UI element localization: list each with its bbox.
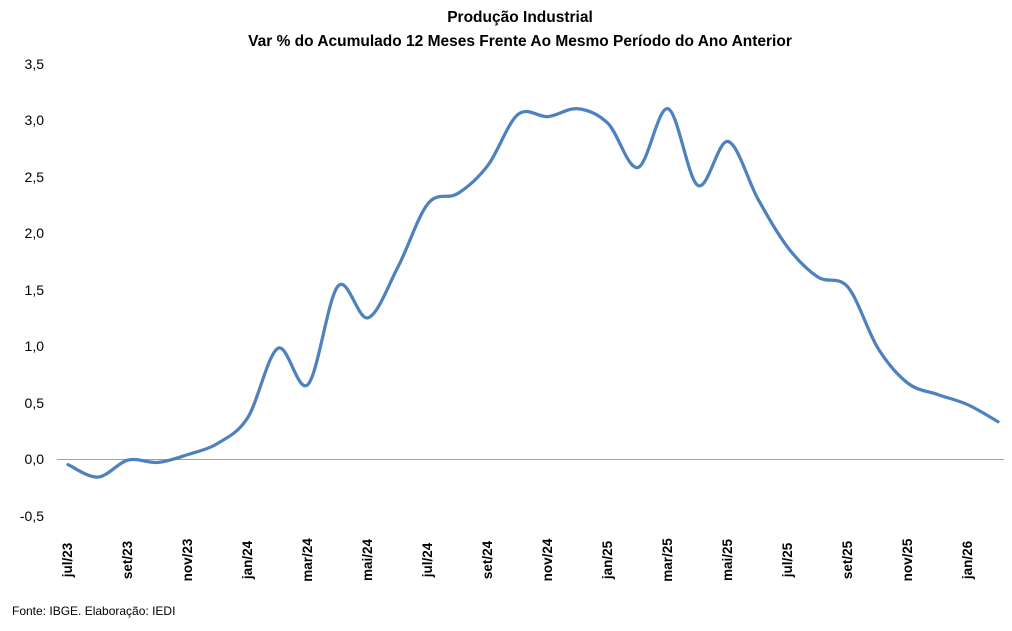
y-axis-tick-label: 1,0 (24, 338, 44, 354)
x-axis-tick-label: jul/23 (60, 542, 75, 578)
y-axis-tick-label: 2,0 (24, 225, 44, 241)
y-axis-tick-label: 3,5 (24, 55, 44, 72)
y-axis-tick-label: -0,5 (19, 507, 44, 524)
x-axis-tick-label: set/25 (840, 540, 855, 580)
y-axis-tick-label: 0,5 (24, 394, 44, 411)
x-axis-tick-label: jan/24 (240, 540, 255, 580)
x-axis-tick-label: jul/25 (780, 542, 795, 578)
chart-title: Produção Industrial (447, 9, 593, 26)
x-axis-tick-label: mar/25 (660, 538, 675, 582)
x-axis-tick-label: jul/24 (420, 542, 435, 578)
x-axis-tick-label: nov/23 (180, 538, 195, 582)
x-axis-tick-label: jan/25 (600, 540, 615, 580)
x-axis-tick-label: set/23 (120, 540, 135, 580)
y-axis-tick-label: 3,0 (24, 112, 44, 128)
y-axis-tick-label: 2,5 (24, 168, 44, 185)
x-axis-tick-label: jan/26 (960, 540, 975, 580)
source-note: Fonte: IBGE. Elaboração: IEDI (12, 604, 176, 618)
x-axis-tick-label: set/24 (480, 540, 495, 580)
y-axis-tick-label: 0,0 (24, 451, 44, 467)
chart-subtitle: Var % do Acumulado 12 Meses Frente Ao Me… (248, 33, 792, 50)
x-axis-tick-label: mar/24 (300, 538, 315, 582)
x-axis-tick-label: mai/25 (720, 538, 735, 582)
x-axis-tick-label: nov/25 (900, 538, 915, 582)
series-line (66, 107, 1000, 479)
title-block: Produção Industrial Var % do Acumulado 1… (30, 6, 1010, 54)
y-axis-tick-label: 1,5 (24, 281, 44, 298)
x-axis-tick-label: mai/24 (360, 538, 375, 582)
x-axis-tick-label: nov/24 (540, 538, 555, 582)
